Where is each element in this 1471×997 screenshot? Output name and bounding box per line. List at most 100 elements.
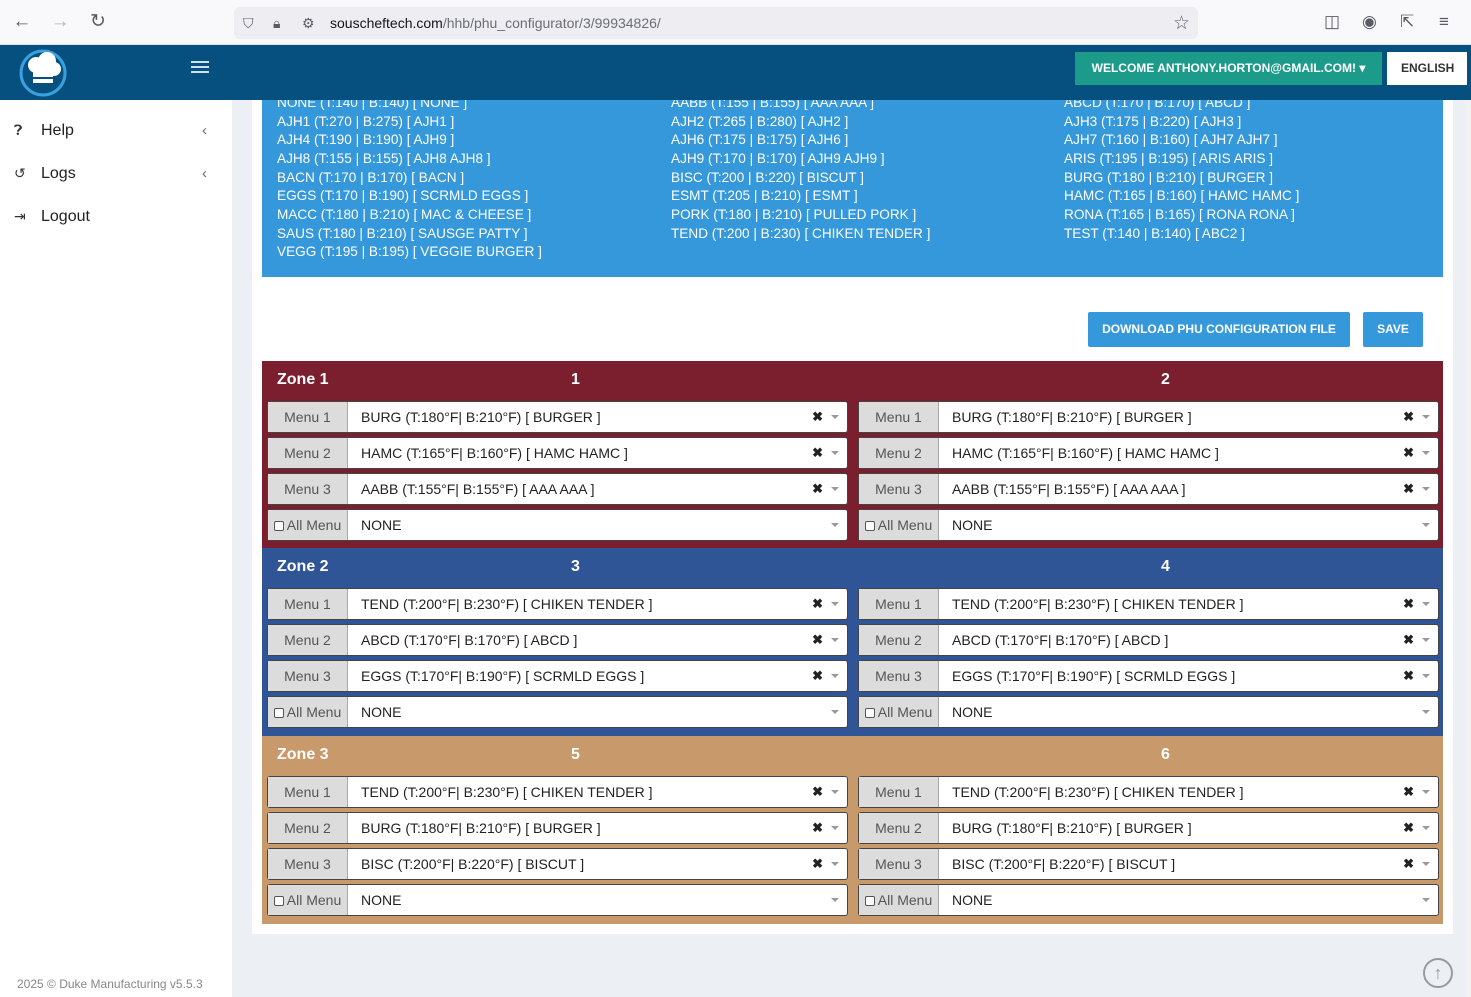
menu-select-value[interactable]: BURG (T:180°F| B:210°F) [ BURGER ] — [952, 409, 1192, 425]
dropdown-arrow-icon[interactable] — [1422, 674, 1430, 678]
clear-selection-icon[interactable]: ✖ — [812, 784, 823, 799]
dropdown-arrow-icon[interactable] — [1422, 415, 1430, 419]
all-menu-checkbox[interactable] — [273, 896, 284, 906]
clear-selection-icon[interactable]: ✖ — [812, 481, 823, 496]
dropdown-arrow-icon[interactable] — [831, 638, 839, 642]
dropdown-arrow-icon[interactable] — [1422, 523, 1430, 527]
clear-selection-icon[interactable]: ✖ — [812, 445, 823, 460]
menu-select-value[interactable]: TEND (T:200°F| B:230°F) [ CHIKEN TENDER … — [361, 596, 653, 612]
dropdown-arrow-icon[interactable] — [1422, 826, 1430, 830]
clear-selection-icon[interactable]: ✖ — [812, 632, 823, 647]
user-menu-button[interactable]: WELCOME ANTHONY.HORTON@GMAIL.COM! ▾ — [1075, 52, 1382, 85]
dropdown-arrow-icon[interactable] — [1422, 638, 1430, 642]
menu-select-value[interactable]: HAMC (T:165°F| B:160°F) [ HAMC HAMC ] — [952, 445, 1219, 461]
dropdown-arrow-icon[interactable] — [831, 602, 839, 606]
clear-selection-icon[interactable]: ✖ — [1403, 632, 1414, 647]
forward-arrow-icon[interactable]: → — [50, 11, 70, 32]
sidebar-toggle-icon[interactable] — [191, 61, 209, 77]
back-arrow-icon[interactable]: ← — [12, 11, 32, 32]
permissions-icon: ⚙ — [302, 15, 315, 31]
menu-select-value[interactable]: ABCD (T:170°F| B:170°F) [ ABCD ] — [952, 632, 1169, 648]
menu-select-value[interactable]: EGGS (T:170°F| B:190°F) [ SCRMLD EGGS ] — [952, 668, 1236, 684]
all-menu-checkbox[interactable] — [273, 708, 284, 718]
clear-selection-icon[interactable]: ✖ — [812, 596, 823, 611]
dropdown-arrow-icon[interactable] — [831, 710, 839, 714]
bookmark-star-icon[interactable]: ☆ — [1172, 13, 1190, 34]
menu-select-value[interactable]: BURG (T:180°F| B:210°F) [ BURGER ] — [952, 820, 1192, 836]
sidebar-item-help[interactable]: ❓︎ Help ‹ — [0, 110, 232, 150]
language-select[interactable]: ENGLISH — [1387, 52, 1467, 85]
clear-selection-icon[interactable]: ✖ — [1403, 820, 1414, 835]
clear-selection-icon[interactable]: ✖ — [1403, 481, 1414, 496]
menu-icon[interactable]: ≡ — [1439, 12, 1449, 31]
url-text: souscheftech.com/hhb/phu_configurator/3/… — [330, 15, 661, 31]
all-menu-select-value[interactable]: NONE — [952, 704, 993, 720]
menu-select-value[interactable]: BISC (T:200°F| B:220°F) [ BISCUT ] — [952, 856, 1176, 872]
clear-selection-icon[interactable]: ✖ — [812, 820, 823, 835]
extensions-icon[interactable]: ⇱ — [1400, 12, 1415, 31]
all-menu-checkbox-label[interactable]: All Menu — [859, 885, 939, 915]
menu-select-value[interactable]: TEND (T:200°F| B:230°F) [ CHIKEN TENDER … — [952, 596, 1244, 612]
all-menu-checkbox-label[interactable]: All Menu — [268, 885, 348, 915]
clear-selection-icon[interactable]: ✖ — [1403, 856, 1414, 871]
vertical-scrollbar[interactable] — [1465, 100, 1471, 997]
clear-selection-icon[interactable]: ✖ — [812, 856, 823, 871]
reload-icon[interactable]: ↻ — [90, 11, 106, 32]
all-menu-checkbox[interactable] — [864, 521, 875, 531]
dropdown-arrow-icon[interactable] — [1422, 710, 1430, 714]
dropdown-arrow-icon[interactable] — [1422, 862, 1430, 866]
dropdown-arrow-icon[interactable] — [1422, 898, 1430, 902]
dropdown-arrow-icon[interactable] — [831, 674, 839, 678]
clear-selection-icon[interactable]: ✖ — [1403, 784, 1414, 799]
menu-select-value[interactable]: BISC (T:200°F| B:220°F) [ BISCUT ] — [361, 856, 585, 872]
menu-select-value[interactable]: AABB (T:155°F| B:155°F) [ AAA AAA ] — [952, 481, 1186, 497]
menu-select-value[interactable]: BURG (T:180°F| B:210°F) [ BURGER ] — [361, 409, 601, 425]
menu-select-value[interactable]: AABB (T:155°F| B:155°F) [ AAA AAA ] — [361, 481, 595, 497]
dropdown-arrow-icon[interactable] — [1422, 602, 1430, 606]
dropdown-arrow-icon[interactable] — [1422, 451, 1430, 455]
sidebar-item-logout[interactable]: ⇥ Logout — [0, 196, 232, 236]
clear-selection-icon[interactable]: ✖ — [1403, 668, 1414, 683]
save-button[interactable]: SAVE — [1363, 312, 1423, 347]
dropdown-arrow-icon[interactable] — [831, 415, 839, 419]
menu-select-value[interactable]: BURG (T:180°F| B:210°F) [ BURGER ] — [361, 820, 601, 836]
clear-selection-icon[interactable]: ✖ — [1403, 445, 1414, 460]
all-menu-checkbox-label[interactable]: All Menu — [859, 510, 939, 540]
all-menu-select-value[interactable]: NONE — [952, 892, 993, 908]
menu-select-value[interactable]: ABCD (T:170°F| B:170°F) [ ABCD ] — [361, 632, 578, 648]
all-menu-checkbox-label[interactable]: All Menu — [268, 697, 348, 727]
all-menu-select-value[interactable]: NONE — [361, 517, 402, 533]
menu-select-value[interactable]: HAMC (T:165°F| B:160°F) [ HAMC HAMC ] — [361, 445, 628, 461]
clear-selection-icon[interactable]: ✖ — [1403, 409, 1414, 424]
pocket-icon[interactable]: ◫ — [1324, 12, 1341, 31]
dropdown-arrow-icon[interactable] — [831, 487, 839, 491]
account-icon[interactable]: ◉ — [1362, 12, 1377, 31]
sidebar-item-logs[interactable]: ↺ Logs ‹ — [0, 153, 232, 193]
dropdown-arrow-icon[interactable] — [831, 862, 839, 866]
all-menu-checkbox-label[interactable]: All Menu — [859, 697, 939, 727]
clear-selection-icon[interactable]: ✖ — [812, 668, 823, 683]
dropdown-arrow-icon[interactable] — [831, 790, 839, 794]
all-menu-select-value[interactable]: NONE — [361, 704, 402, 720]
address-bar[interactable]: ⛉ 🔒︎ ⚙ souscheftech.com/hhb/phu_configur… — [234, 7, 1198, 39]
dropdown-arrow-icon[interactable] — [831, 898, 839, 902]
dropdown-arrow-icon[interactable] — [831, 451, 839, 455]
dropdown-arrow-icon[interactable] — [831, 523, 839, 527]
clear-selection-icon[interactable]: ✖ — [1403, 596, 1414, 611]
dropdown-arrow-icon[interactable] — [831, 826, 839, 830]
menu-select-value[interactable]: TEND (T:200°F| B:230°F) [ CHIKEN TENDER … — [952, 784, 1244, 800]
all-menu-select-value[interactable]: NONE — [952, 517, 993, 533]
clear-selection-icon[interactable]: ✖ — [812, 409, 823, 424]
download-config-button[interactable]: DOWNLOAD PHU CONFIGURATION FILE — [1088, 312, 1350, 347]
dropdown-arrow-icon[interactable] — [1422, 790, 1430, 794]
lock-icon: 🔒︎ — [273, 15, 281, 31]
all-menu-checkbox-label[interactable]: All Menu — [268, 510, 348, 540]
all-menu-checkbox[interactable] — [864, 896, 875, 906]
all-menu-checkbox[interactable] — [864, 708, 875, 718]
menu-select-value[interactable]: TEND (T:200°F| B:230°F) [ CHIKEN TENDER … — [361, 784, 653, 800]
menu-select-value[interactable]: EGGS (T:170°F| B:190°F) [ SCRMLD EGGS ] — [361, 668, 645, 684]
all-menu-checkbox[interactable] — [273, 521, 284, 531]
dropdown-arrow-icon[interactable] — [1422, 487, 1430, 491]
scroll-to-top-icon[interactable]: ↑ — [1423, 958, 1453, 988]
all-menu-select-value[interactable]: NONE — [361, 892, 402, 908]
